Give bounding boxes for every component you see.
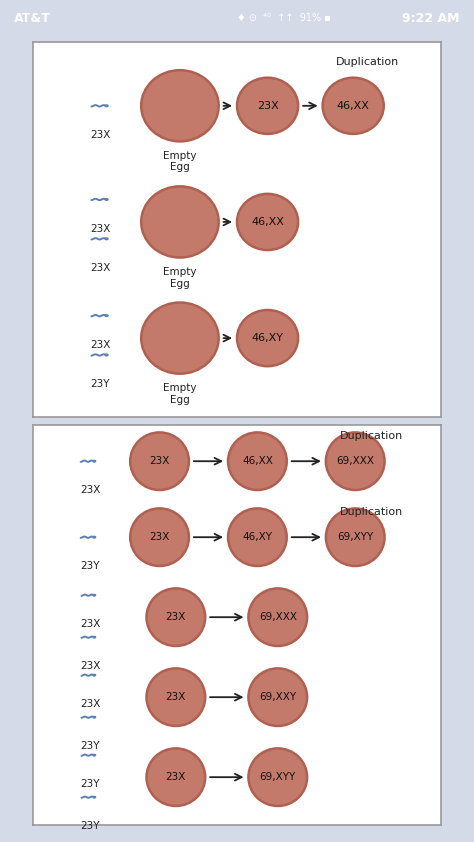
Circle shape — [237, 77, 298, 134]
Text: 23Y: 23Y — [81, 741, 100, 751]
Text: 23X: 23X — [166, 612, 186, 622]
Text: Duplication: Duplication — [336, 57, 399, 67]
Ellipse shape — [105, 354, 108, 356]
Ellipse shape — [93, 637, 96, 638]
Ellipse shape — [105, 105, 108, 107]
Text: Duplication: Duplication — [340, 507, 403, 517]
Text: 69,XYY: 69,XYY — [260, 772, 296, 782]
Ellipse shape — [105, 199, 108, 200]
Text: 23X: 23X — [166, 772, 186, 782]
Circle shape — [248, 589, 307, 646]
Circle shape — [141, 70, 219, 141]
Text: 23X: 23X — [149, 456, 170, 466]
Text: 69,XXX: 69,XXX — [336, 456, 374, 466]
Ellipse shape — [93, 717, 96, 718]
Text: 23X: 23X — [90, 264, 110, 273]
Text: AT&T: AT&T — [14, 12, 51, 24]
Ellipse shape — [105, 315, 108, 317]
Text: 23X: 23X — [80, 619, 100, 629]
Ellipse shape — [93, 461, 96, 462]
Ellipse shape — [93, 536, 96, 538]
Text: 23Y: 23Y — [81, 779, 100, 789]
Text: 23X: 23X — [80, 661, 100, 671]
Text: 69,XYY: 69,XYY — [337, 532, 374, 542]
Text: ♦ ⊙  ⁴⁰  ↑↑  91% ▪: ♦ ⊙ ⁴⁰ ↑↑ 91% ▪ — [237, 13, 331, 23]
Text: 23X: 23X — [166, 692, 186, 702]
Circle shape — [141, 302, 219, 374]
Text: 23Y: 23Y — [81, 561, 100, 571]
Circle shape — [248, 749, 307, 806]
Ellipse shape — [93, 797, 96, 798]
Circle shape — [146, 589, 205, 646]
Circle shape — [323, 77, 384, 134]
Text: 23X: 23X — [80, 699, 100, 709]
Text: 23X: 23X — [90, 131, 110, 140]
Circle shape — [228, 509, 287, 566]
Ellipse shape — [93, 594, 96, 596]
Text: Empty
Egg: Empty Egg — [163, 267, 197, 289]
Ellipse shape — [105, 238, 108, 240]
Text: 23X: 23X — [90, 340, 110, 350]
Text: 69,XXX: 69,XXX — [259, 612, 297, 622]
Circle shape — [326, 433, 384, 490]
Circle shape — [141, 186, 219, 258]
Text: Empty
Egg: Empty Egg — [163, 151, 197, 173]
Text: 23X: 23X — [90, 224, 110, 234]
Circle shape — [237, 310, 298, 366]
Circle shape — [146, 749, 205, 806]
Circle shape — [326, 509, 384, 566]
Text: Duplication: Duplication — [340, 431, 403, 441]
Text: Empty
Egg: Empty Egg — [163, 383, 197, 405]
Text: 23Y: 23Y — [91, 379, 110, 389]
Text: 23X: 23X — [257, 101, 278, 111]
Circle shape — [228, 433, 287, 490]
Circle shape — [237, 194, 298, 250]
Text: 46,XY: 46,XY — [242, 532, 273, 542]
Text: 23Y: 23Y — [81, 821, 100, 831]
Text: 46,XX: 46,XX — [251, 217, 284, 227]
Text: 69,XXY: 69,XXY — [259, 692, 296, 702]
Text: 46,XX: 46,XX — [242, 456, 273, 466]
Circle shape — [130, 433, 189, 490]
Text: 9:22 AM: 9:22 AM — [402, 12, 460, 24]
Text: 23X: 23X — [80, 485, 100, 495]
Text: 46,XY: 46,XY — [252, 333, 283, 343]
Circle shape — [130, 509, 189, 566]
Text: 46,XX: 46,XX — [337, 101, 370, 111]
Circle shape — [248, 669, 307, 726]
Ellipse shape — [93, 754, 96, 756]
Circle shape — [146, 669, 205, 726]
Text: 23X: 23X — [149, 532, 170, 542]
Ellipse shape — [93, 674, 96, 676]
